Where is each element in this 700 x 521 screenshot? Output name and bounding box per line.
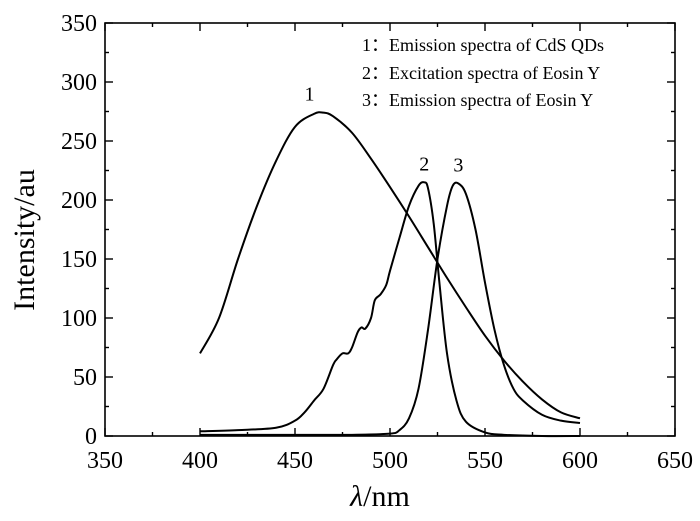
y-tick-label: 200 — [61, 188, 97, 214]
plot-frame — [104, 22, 676, 437]
x-tick-label: 350 — [87, 448, 123, 474]
legend-entry-2: 2：Excitation spectra of Eosin Y — [362, 63, 600, 83]
series-1-line — [199, 111, 581, 420]
x-tick-label: 400 — [182, 448, 218, 474]
x-axis-unit: /nm — [363, 480, 410, 513]
y-tick-label: 50 — [73, 365, 97, 391]
x-tick-label: 600 — [562, 448, 598, 474]
series-1-label: 1 — [305, 84, 315, 106]
y-tick-label: 150 — [61, 247, 97, 273]
x-tick-label: 550 — [467, 448, 503, 474]
axes-layer: 350 400 450 500 550 600 650 0 50 100 150 200 250 300 3… — [61, 11, 693, 474]
legend: 1：Emission spectra of CdS QDs 2：Excitati… — [362, 35, 604, 110]
series-2-label: 2 — [419, 153, 429, 175]
y-tick-label: 350 — [61, 11, 97, 37]
series-2-line — [199, 181, 581, 438]
y-axis-title: Intensity/au — [8, 169, 41, 311]
y-tick-label: 250 — [61, 129, 97, 155]
curves-layer: 1 2 3 — [199, 84, 581, 438]
series-3-label: 3 — [453, 154, 463, 176]
legend-entry-3: 3：Emission spectra of Eosin Y — [362, 90, 593, 110]
y-tick-label: 0 — [85, 424, 97, 450]
x-tick-label: 650 — [657, 448, 693, 474]
x-tick-label: 500 — [372, 448, 408, 474]
y-tick-label: 300 — [61, 70, 97, 96]
series-3-line — [199, 181, 581, 436]
legend-entry-1: 1：Emission spectra of CdS QDs — [362, 35, 604, 55]
x-axis-title: λ/nm — [349, 480, 410, 513]
y-tick-label: 100 — [61, 306, 97, 332]
x-axis-symbol: λ — [349, 480, 363, 513]
x-tick-label: 450 — [277, 448, 313, 474]
